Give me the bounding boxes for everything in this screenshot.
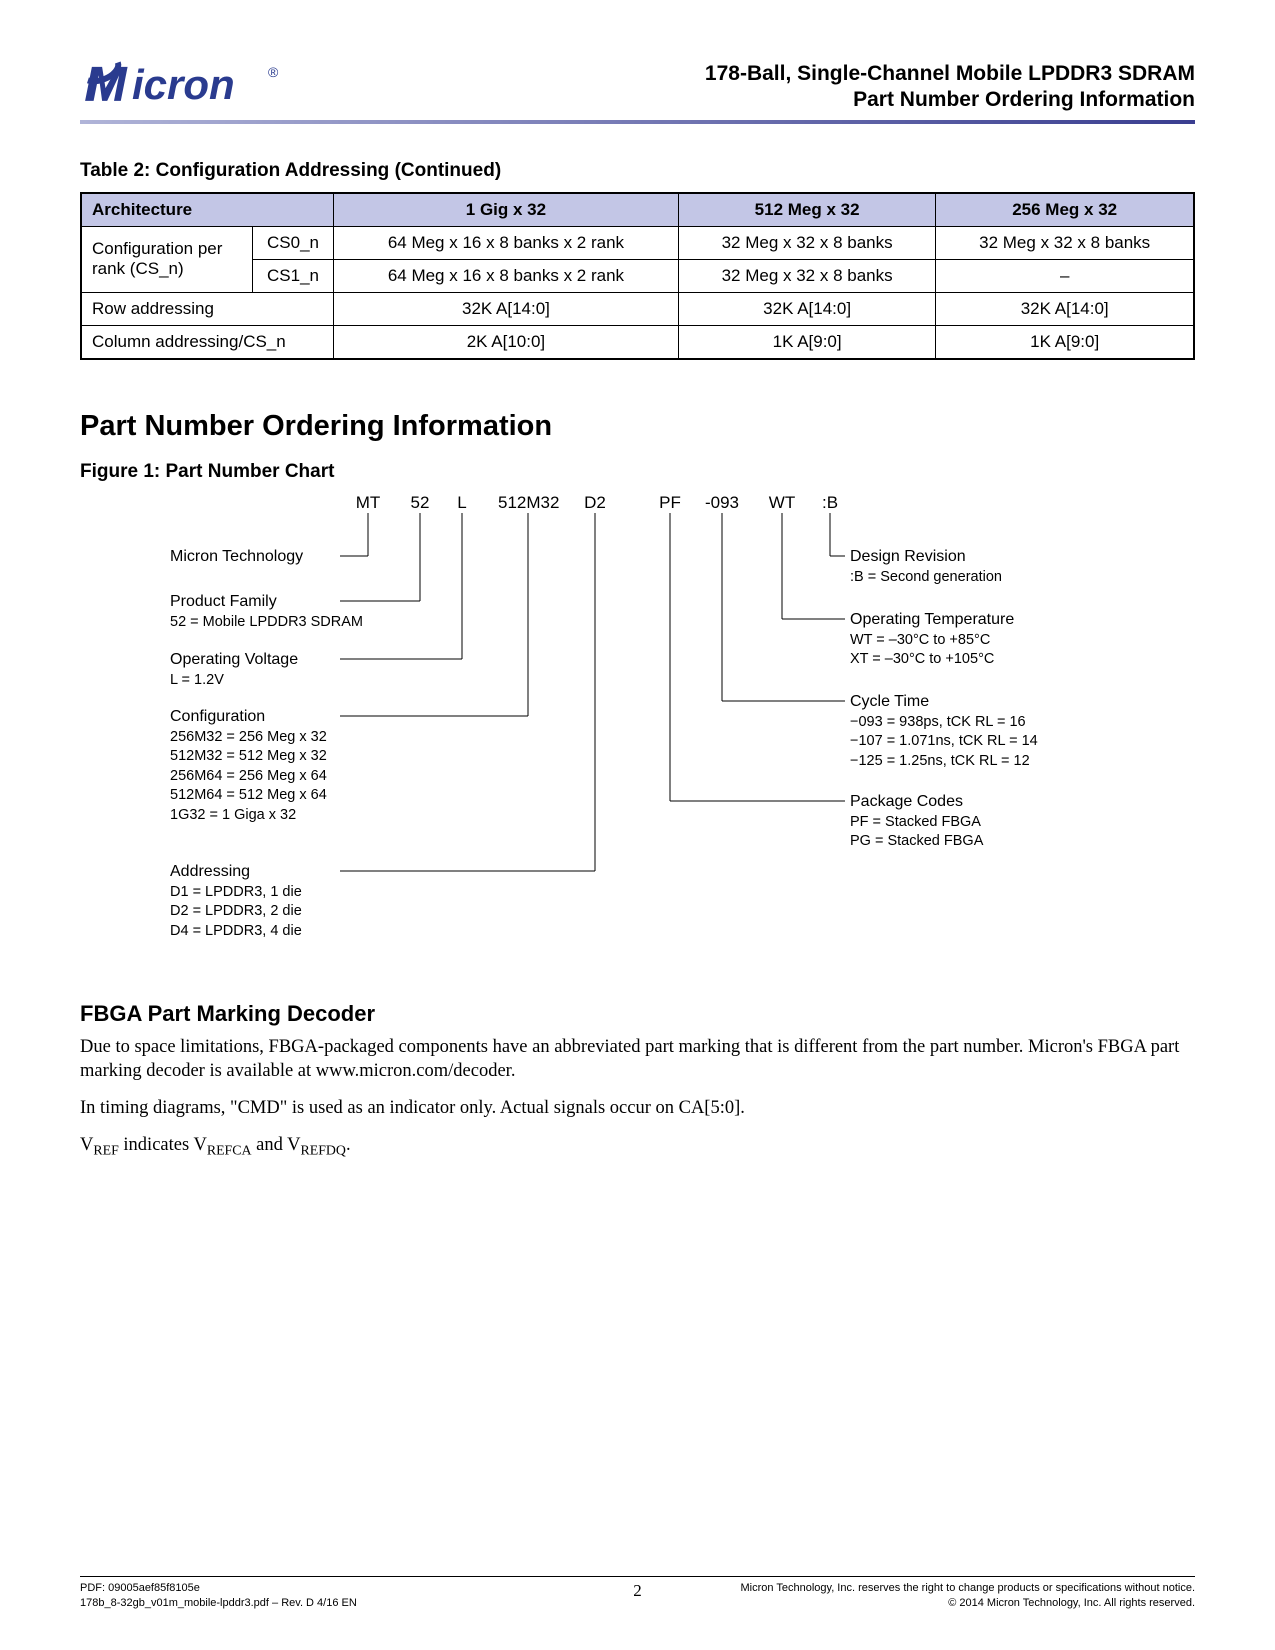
table-cell: 32 Meg x 32 x 8 banks [678,226,935,259]
table-cell: Row addressing [81,292,334,325]
table-cell: 32 Meg x 32 x 8 banks [936,226,1194,259]
fbga-p1: Due to space limitations, FBGA-packaged … [80,1035,1195,1085]
fbga-p2: In timing diagrams, "CMD" is used as an … [80,1096,1195,1121]
table-cell: – [936,259,1194,292]
table-cell: 32K A[14:0] [334,292,679,325]
table-header: 512 Meg x 32 [678,193,935,227]
svg-text:®: ® [268,64,279,80]
table-cell: CS1_n [253,259,334,292]
table-cell: CS0_n [253,226,334,259]
table-cell: 64 Meg x 16 x 8 banks x 2 rank [334,259,679,292]
table-cell: 2K A[10:0] [334,325,679,359]
table2-title: Table 2: Configuration Addressing (Conti… [80,160,1195,182]
table-cell: 32 Meg x 32 x 8 banks [678,259,935,292]
page-header: icron ® 178-Ball, Single-Channel Mobile … [80,55,1195,114]
page-footer: PDF: 09005aef85f8105e 178b_8-32gb_v01m_m… [80,1576,1195,1610]
table-header: 1 Gig x 32 [334,193,679,227]
table-cell: 32K A[14:0] [936,292,1194,325]
table-header: 256 Meg x 32 [936,193,1194,227]
fbga-p3: VREF indicates VREFCA and VREFDQ. [80,1133,1195,1161]
header-title-2: Part Number Ordering Information [705,87,1195,113]
header-title-1: 178-Ball, Single-Channel Mobile LPDDR3 S… [705,61,1195,87]
svg-text:icron: icron [132,61,235,108]
table-cell: 64 Meg x 16 x 8 banks x 2 rank [334,226,679,259]
figure1-title: Figure 1: Part Number Chart [80,461,1195,483]
part-number-chart: MT52L512M32D2PF-093WT:BMicron Technology… [130,493,1130,973]
header-rule [80,120,1195,124]
table-header: Architecture [81,193,334,227]
table-cell: 1K A[9:0] [678,325,935,359]
table-cell: Column addressing/CS_n [81,325,334,359]
table-cell: Configuration per rank (CS_n) [81,226,253,292]
table-cell: 1K A[9:0] [936,325,1194,359]
micron-logo: icron ® [80,55,330,110]
section-title: Part Number Ordering Information [80,410,1195,443]
config-table: Architecture 1 Gig x 32 512 Meg x 32 256… [80,192,1195,360]
fbga-title: FBGA Part Marking Decoder [80,1001,1195,1027]
table-cell: 32K A[14:0] [678,292,935,325]
page-number: 2 [80,1581,1195,1601]
